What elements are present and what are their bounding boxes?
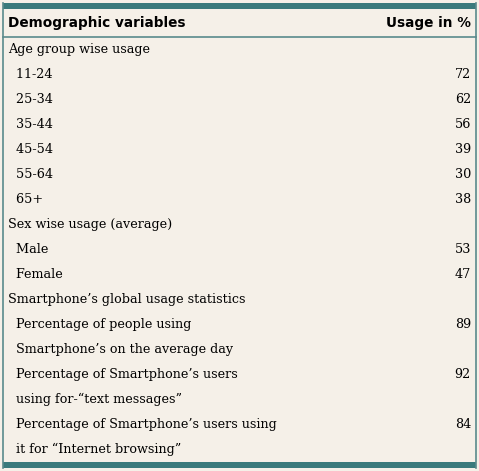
Text: using for-“text messages”: using for-“text messages” bbox=[8, 393, 182, 406]
Text: Percentage of Smartphone’s users: Percentage of Smartphone’s users bbox=[8, 368, 238, 381]
Text: 72: 72 bbox=[455, 68, 471, 81]
Bar bbox=[3, 9, 476, 37]
Text: 38: 38 bbox=[455, 193, 471, 206]
Bar bbox=[3, 3, 476, 9]
Text: 62: 62 bbox=[455, 93, 471, 106]
Text: 25-34: 25-34 bbox=[8, 93, 53, 106]
Text: 92: 92 bbox=[455, 368, 471, 381]
Text: Sex wise usage (average): Sex wise usage (average) bbox=[8, 218, 172, 231]
Text: Smartphone’s global usage statistics: Smartphone’s global usage statistics bbox=[8, 293, 246, 306]
Text: 11-24: 11-24 bbox=[8, 68, 53, 81]
Text: 35-44: 35-44 bbox=[8, 118, 53, 131]
Text: 56: 56 bbox=[455, 118, 471, 131]
Text: 39: 39 bbox=[455, 143, 471, 156]
Text: 55-64: 55-64 bbox=[8, 168, 53, 181]
Text: Male: Male bbox=[8, 243, 48, 256]
Text: Smartphone’s on the average day: Smartphone’s on the average day bbox=[8, 343, 233, 356]
Text: 45-54: 45-54 bbox=[8, 143, 53, 156]
Text: Female: Female bbox=[8, 268, 63, 281]
Text: it for “Internet browsing”: it for “Internet browsing” bbox=[8, 443, 181, 456]
Text: Percentage of people using: Percentage of people using bbox=[8, 318, 192, 331]
Text: 89: 89 bbox=[455, 318, 471, 331]
Bar bbox=[3, 462, 476, 468]
Text: 84: 84 bbox=[455, 418, 471, 431]
Text: 47: 47 bbox=[455, 268, 471, 281]
Text: Usage in %: Usage in % bbox=[386, 16, 471, 30]
Text: 30: 30 bbox=[455, 168, 471, 181]
Text: Age group wise usage: Age group wise usage bbox=[8, 43, 150, 56]
Text: 53: 53 bbox=[455, 243, 471, 256]
Text: Percentage of Smartphone’s users using: Percentage of Smartphone’s users using bbox=[8, 418, 277, 431]
Text: Demographic variables: Demographic variables bbox=[8, 16, 185, 30]
Text: 65+: 65+ bbox=[8, 193, 43, 206]
